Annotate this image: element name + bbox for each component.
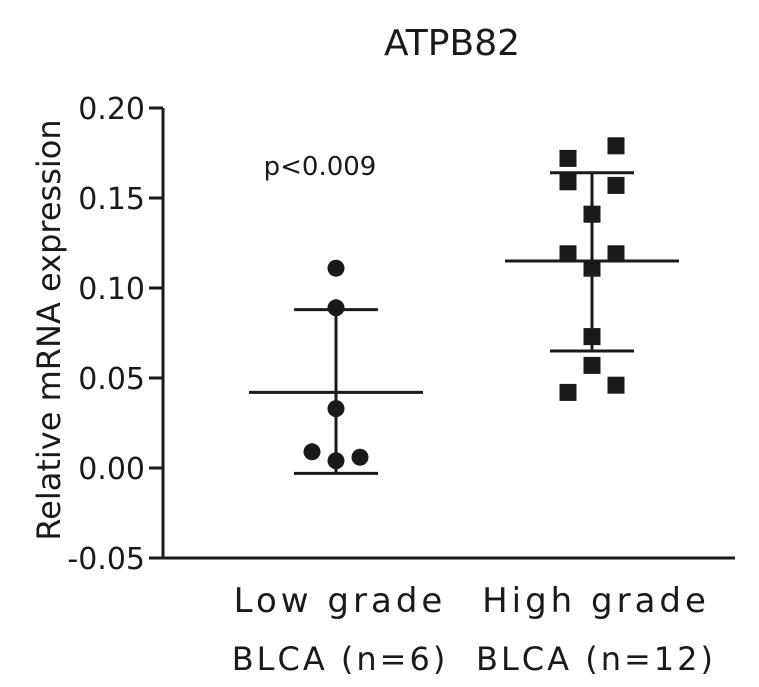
data-point-square (608, 377, 625, 394)
data-point-square (560, 150, 577, 167)
data-point-circle (328, 299, 345, 316)
data-point-circle (328, 260, 345, 277)
y-axis-ticks: 0.20 0.15 0.10 0.05 0.00 -0.05 (67, 92, 163, 577)
p-value-annotation: p<0.009 (264, 152, 377, 182)
data-point-square (608, 177, 625, 194)
data-point-square (608, 137, 625, 154)
data-point-circle (352, 449, 369, 466)
data-point-square (584, 260, 601, 277)
data-point-square (584, 357, 601, 374)
x-category-label-line2: BLCA (n=12) (476, 640, 716, 678)
y-tick-label: 0.20 (78, 92, 145, 127)
y-tick-label: 0.10 (78, 272, 145, 307)
data-point-circle (328, 452, 345, 469)
data-points (304, 137, 625, 469)
y-tick-label: 0.15 (78, 182, 145, 217)
data-point-square (608, 245, 625, 262)
data-point-square (560, 173, 577, 190)
x-axis-category-labels: Low grade BLCA (n=6) High grade BLCA (n=12) (232, 581, 716, 678)
y-axis-label: Relative mRNA expression (30, 119, 68, 540)
data-point-square (584, 206, 601, 223)
data-point-circle (304, 443, 321, 460)
x-category-label-line1: Low grade (234, 581, 447, 621)
y-tick-label: 0.05 (78, 362, 145, 397)
y-tick-label: -0.05 (67, 542, 145, 577)
mean-sd-lines (249, 173, 679, 474)
data-point-square (560, 384, 577, 401)
data-point-circle (328, 400, 345, 417)
chart-title: ATPB82 (384, 23, 520, 64)
y-tick-label: 0.00 (78, 452, 145, 487)
axes (163, 108, 735, 558)
data-point-square (560, 245, 577, 262)
data-point-square (584, 328, 601, 345)
x-category-label-line1: High grade (482, 581, 710, 621)
x-category-label-line2: BLCA (n=6) (232, 640, 449, 678)
